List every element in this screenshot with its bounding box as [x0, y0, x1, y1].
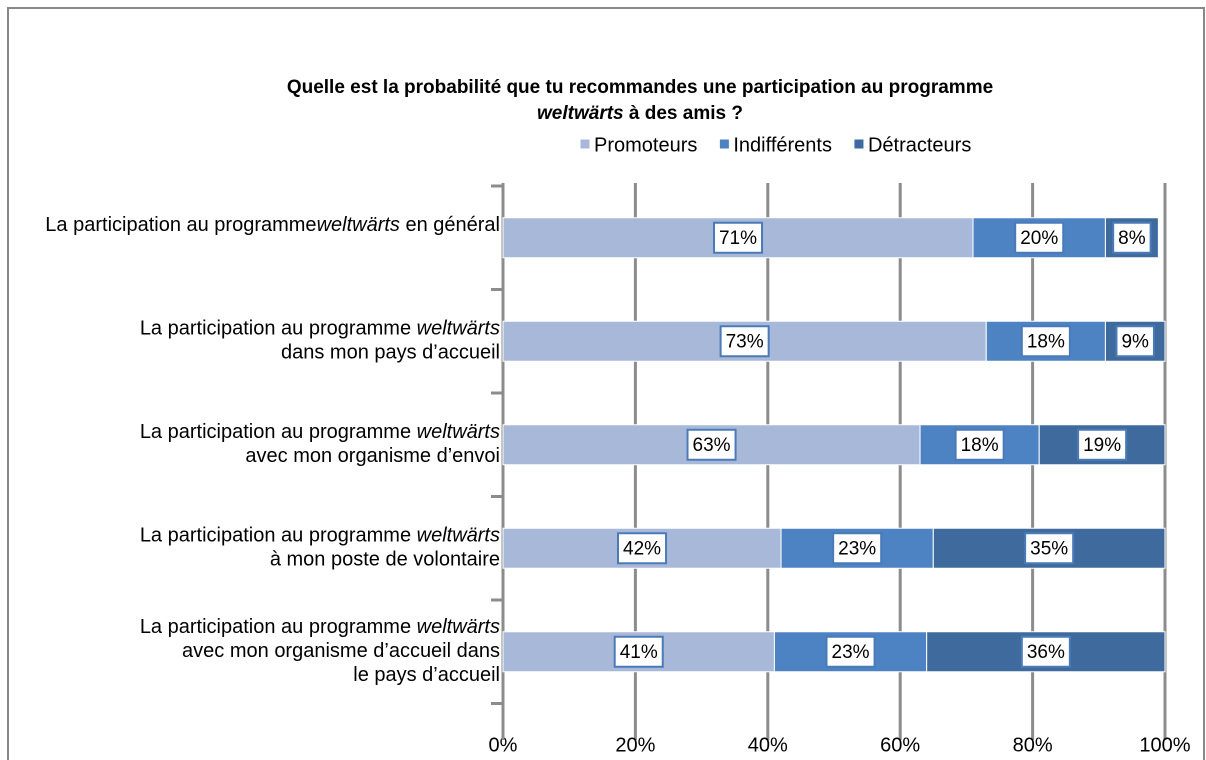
value-label-box — [1112, 221, 1152, 254]
legend-swatch — [579, 138, 591, 150]
label-part: avec mon organisme d’envoi — [245, 445, 500, 467]
value-label-box — [686, 428, 737, 461]
chart-frame — [7, 7, 1205, 760]
value-label-group: 23% — [832, 532, 883, 565]
value-label: 41% — [620, 642, 658, 663]
label-part: dans mon pays d’accueil — [281, 342, 500, 364]
value-label: 63% — [693, 435, 731, 456]
x-tick-label: 40% — [748, 734, 788, 756]
value-label: 9% — [1121, 331, 1149, 352]
y-tick-label: La participation au programme weltwärts à… — [140, 525, 500, 571]
value-label-group: 20% — [1014, 221, 1065, 254]
value-label-box — [712, 221, 764, 254]
title-emphasis: weltwärts — [537, 103, 624, 124]
label-emphasis: weltwärts — [417, 421, 500, 443]
value-label-box — [617, 532, 668, 565]
value-label-box — [1020, 635, 1071, 668]
value-label: 18% — [961, 435, 999, 456]
label-part: avec mon organisme d’accueil dans — [182, 640, 500, 662]
value-label-box — [954, 428, 1005, 461]
value-label-group: 63% — [686, 428, 737, 461]
value-label: 73% — [726, 331, 764, 352]
value-label-box — [1115, 325, 1155, 358]
title-end: à des amis ? — [629, 103, 743, 124]
legend-label: Détracteurs — [868, 134, 971, 156]
value-label: 35% — [1030, 538, 1068, 559]
x-tick-label: 0% — [489, 734, 518, 756]
value-label-box — [1077, 428, 1128, 461]
value-label-box — [832, 532, 883, 565]
label-emphasis: weltwärts — [417, 318, 500, 340]
value-label-group: 42% — [617, 532, 668, 565]
value-label: 23% — [832, 642, 870, 663]
legend-swatch — [853, 138, 865, 150]
value-label: 20% — [1020, 228, 1058, 249]
label-part: La participation au programme — [140, 421, 417, 443]
label-part: La participation au programme — [140, 616, 417, 638]
value-label: 23% — [838, 538, 876, 559]
y-tick-label: La participation au programme weltwärts a… — [140, 616, 500, 686]
chart-title-line-2: weltwärts à des amis ? — [537, 103, 743, 124]
value-label: 42% — [623, 538, 661, 559]
y-tick-label: La participation au programme weltwärts d… — [140, 318, 500, 364]
value-label-group: 18% — [954, 428, 1005, 461]
value-label: 18% — [1027, 331, 1065, 352]
value-label-box — [825, 635, 876, 668]
value-label-group: 71% — [712, 221, 764, 254]
label-part: en général — [400, 214, 500, 236]
value-label-group: 19% — [1077, 428, 1128, 461]
label-emphasis: weltwärts — [317, 214, 400, 236]
value-label-box — [1020, 325, 1071, 358]
value-label: 71% — [719, 228, 757, 249]
value-label: 36% — [1027, 642, 1065, 663]
x-tick-label: 100% — [1139, 734, 1190, 756]
x-tick-label: 20% — [615, 734, 655, 756]
value-label-group: 41% — [613, 635, 664, 668]
legend-swatch — [718, 138, 730, 150]
chart-title-line-1: Quelle est la probabilité que tu recomma… — [287, 77, 993, 98]
label-part: La participation au programme — [45, 214, 316, 236]
label-emphasis: weltwärts — [417, 525, 500, 547]
value-label-box — [1014, 221, 1065, 254]
value-label: 8% — [1118, 228, 1146, 249]
legend-label: Indifférents — [733, 134, 832, 156]
legend-label: Promoteurs — [594, 134, 697, 156]
y-tick-label: La participation au programmeweltwärts e… — [45, 214, 500, 236]
y-tick-label: La participation au programme weltwärts a… — [140, 421, 500, 467]
value-label-group: 18% — [1020, 325, 1071, 358]
label-emphasis: weltwärts — [417, 616, 500, 638]
value-label-group: 35% — [1024, 532, 1075, 565]
x-tick-label: 80% — [1013, 734, 1053, 756]
value-label-group: 73% — [719, 325, 770, 358]
value-label-box — [613, 635, 664, 668]
value-label: 19% — [1083, 435, 1121, 456]
label-part: le pays d’accueil — [353, 664, 500, 686]
value-label-group: 23% — [825, 635, 876, 668]
value-label-box — [719, 325, 770, 358]
label-part: La participation au programme — [140, 525, 417, 547]
value-label-group: 8% — [1112, 221, 1152, 254]
value-label-group: 9% — [1115, 325, 1155, 358]
value-label-group: 36% — [1020, 635, 1071, 668]
label-part: La participation au programme — [140, 318, 417, 340]
label-part: à mon poste de volontaire — [270, 549, 500, 571]
value-label-box — [1024, 532, 1075, 565]
x-tick-label: 60% — [880, 734, 920, 756]
